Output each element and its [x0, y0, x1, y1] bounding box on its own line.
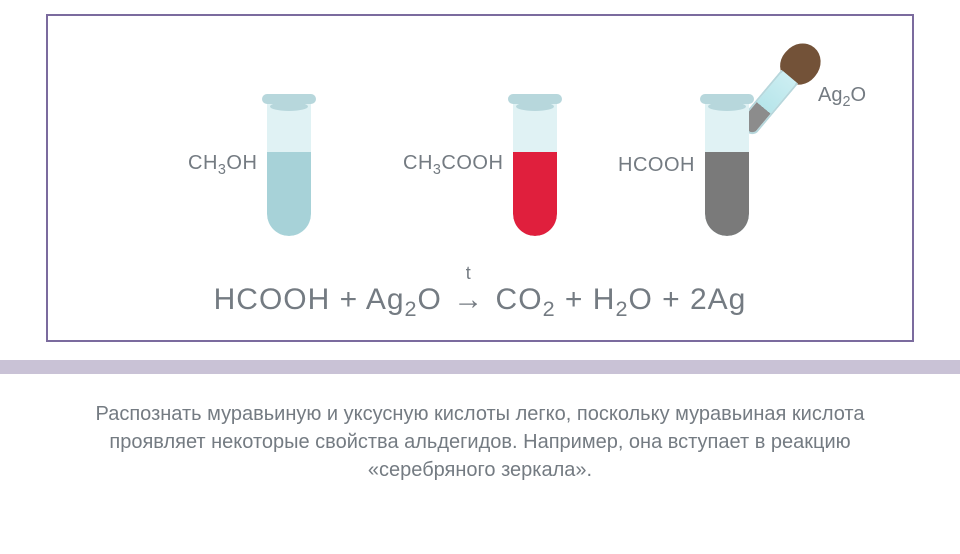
tube-label: HCOOH	[618, 154, 695, 177]
section-divider	[0, 360, 960, 374]
pipette-label: Ag2O	[818, 84, 866, 110]
tube-group: CH3OH	[188, 94, 311, 236]
test-tube-icon	[267, 94, 311, 236]
tube-label: CH3COOH	[403, 152, 503, 178]
tube-group: CH3COOH	[403, 94, 557, 236]
reaction-panel: Ag2O CH3OH CH3COOH HCOOH HCOOH + Ag2O t→ C…	[46, 14, 914, 342]
tube-group: HCOOH	[618, 94, 749, 236]
chemical-equation: HCOOH + Ag2O t→ CO2 + H2O + 2Ag	[48, 283, 912, 322]
description-text: Распознать муравьиную и уксусную кислоты…	[0, 400, 960, 484]
tube-label: CH3OH	[188, 152, 257, 178]
test-tube-icon	[705, 94, 749, 236]
test-tube-icon	[513, 94, 557, 236]
tubes-row: Ag2O CH3OH CH3COOH HCOOH	[48, 64, 912, 254]
